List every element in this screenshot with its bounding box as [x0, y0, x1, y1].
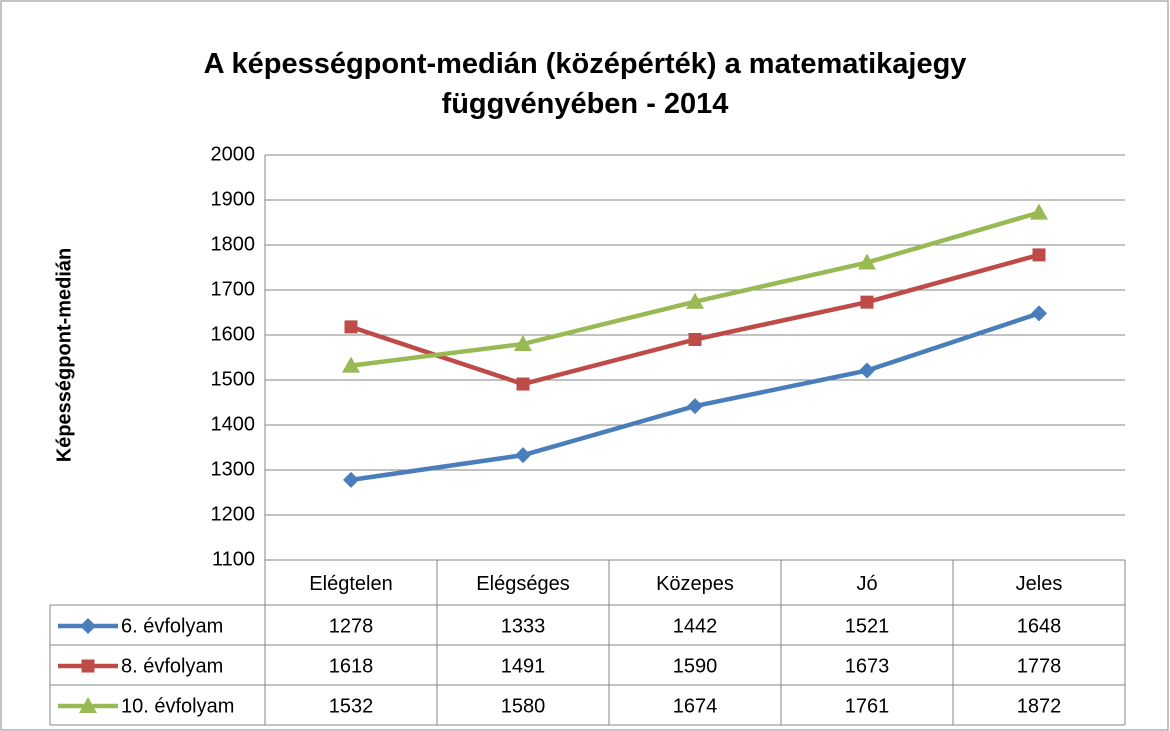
marker	[1031, 305, 1047, 322]
y-tick-label: 1100	[212, 548, 255, 570]
y-tick-label: 1500	[211, 368, 256, 390]
x-tick-label: Közepes	[656, 573, 734, 595]
legend-label: 6. évfolyam	[121, 615, 223, 637]
legend-label: 10. évfolyam	[121, 695, 234, 717]
y-tick-label: 1700	[211, 278, 256, 300]
table-value: 1618	[329, 655, 374, 677]
legend-label: 8. évfolyam	[121, 655, 223, 677]
marker	[344, 320, 358, 334]
y-axis-label: Képességpont-medián	[53, 248, 75, 462]
marker	[1030, 203, 1048, 220]
x-tick-label: Elégséges	[476, 573, 569, 595]
marker	[515, 447, 531, 464]
y-tick-label: 2000	[211, 143, 256, 165]
y-tick-label: 1600	[211, 323, 256, 345]
table-value: 1580	[501, 695, 546, 717]
x-tick-label: Elégtelen	[309, 573, 392, 595]
table-value: 1674	[673, 695, 718, 717]
marker	[79, 697, 97, 713]
table-value: 1761	[845, 695, 890, 717]
marker	[687, 398, 703, 415]
y-tick-label: 1200	[211, 503, 256, 525]
table-value: 1648	[1017, 615, 1062, 637]
y-tick-label: 1300	[211, 458, 256, 480]
marker	[516, 377, 530, 391]
x-tick-label: Jó	[856, 573, 877, 595]
table-value: 1278	[329, 615, 374, 637]
marker	[859, 362, 875, 379]
marker	[81, 659, 95, 673]
table-value: 1442	[673, 615, 718, 637]
table-value: 1491	[501, 655, 546, 677]
x-tick-label: Jeles	[1016, 573, 1063, 595]
marker	[860, 295, 874, 309]
marker	[686, 292, 704, 309]
marker	[688, 333, 702, 346]
table-value: 1590	[673, 655, 718, 677]
y-tick-label: 1900	[211, 188, 256, 210]
marker	[1032, 248, 1046, 262]
marker	[80, 618, 96, 634]
table-value: 1778	[1017, 655, 1062, 677]
table-value: 1333	[501, 615, 546, 637]
marker	[342, 356, 360, 373]
y-tick-label: 1400	[211, 413, 256, 435]
series-line	[350, 252, 1040, 387]
table-value: 1872	[1017, 695, 1062, 717]
table-value: 1532	[329, 695, 374, 717]
marker	[343, 471, 359, 488]
marker	[858, 253, 876, 270]
y-tick-label: 1800	[211, 233, 256, 255]
table-value: 1673	[845, 655, 890, 677]
table-value: 1521	[845, 615, 890, 637]
chart-title: A képességpont-medián (középérték) a mat…	[203, 48, 967, 120]
marker	[514, 335, 532, 351]
